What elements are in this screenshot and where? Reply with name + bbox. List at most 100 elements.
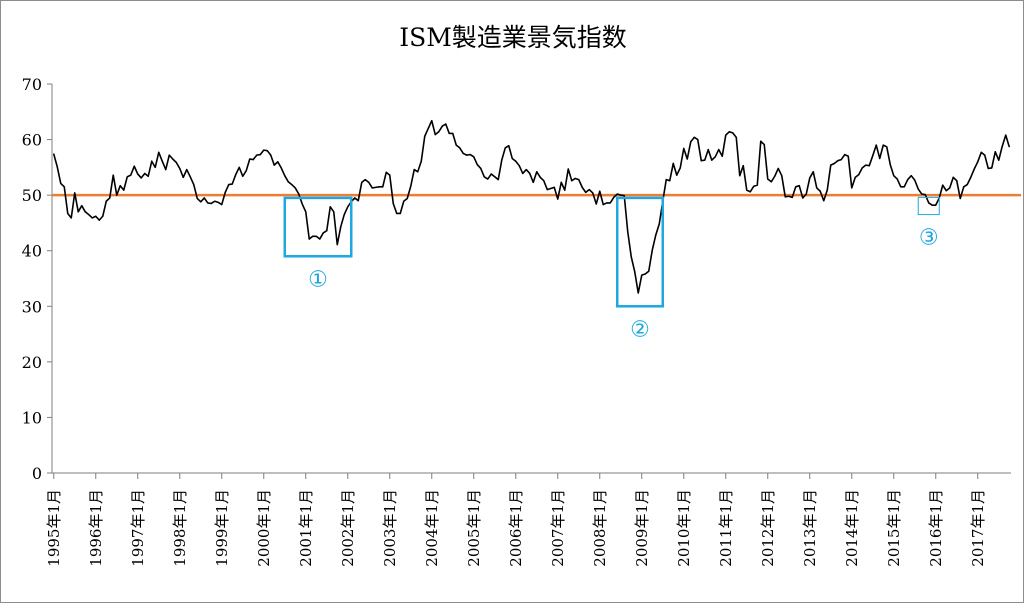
- data-point: [588, 188, 590, 191]
- data-point: [697, 138, 699, 141]
- data-point: [557, 198, 559, 200]
- data-point: [994, 151, 996, 153]
- data-point: [105, 200, 107, 202]
- x-tick-label: 2008年1月: [591, 489, 609, 567]
- data-point: [658, 223, 660, 225]
- data-point: [119, 185, 121, 187]
- data-point: [518, 165, 520, 167]
- data-point: [515, 160, 517, 162]
- data-point: [553, 186, 555, 188]
- data-point: [987, 167, 989, 170]
- data-point: [714, 156, 716, 158]
- data-point: [543, 180, 545, 182]
- data-point: [81, 205, 83, 207]
- data-point: [102, 215, 104, 217]
- data-point: [522, 172, 524, 175]
- data-point: [861, 167, 863, 169]
- data-point: [767, 178, 769, 180]
- data-point: [725, 134, 727, 136]
- data-point: [672, 162, 674, 165]
- data-point: [336, 244, 338, 246]
- data-point: [532, 181, 534, 183]
- y-tick-label: 0: [32, 464, 42, 483]
- data-point: [991, 167, 993, 169]
- data-point: [441, 125, 443, 127]
- data-point: [399, 212, 401, 215]
- data-point: [644, 273, 646, 275]
- data-point: [606, 202, 608, 204]
- data-point: [854, 176, 856, 178]
- data-point: [301, 203, 303, 205]
- data-point: [564, 189, 566, 191]
- data-point: [147, 175, 149, 177]
- data-point: [189, 176, 191, 178]
- data-point: [476, 163, 478, 166]
- data-point: [683, 147, 685, 150]
- ism-index-line: [52, 119, 1011, 294]
- data-point: [970, 176, 972, 178]
- data-point: [620, 194, 622, 196]
- data-point: [956, 180, 958, 182]
- data-point: [599, 190, 601, 192]
- x-tick-label: 1996年1月: [87, 489, 105, 567]
- data-point: [263, 149, 265, 151]
- data-point: [361, 181, 363, 183]
- data-point: [91, 217, 93, 219]
- x-tick-label: 2000年1月: [255, 489, 273, 567]
- data-point: [424, 135, 426, 137]
- data-point: [872, 155, 874, 157]
- annotation-label-1: ①: [308, 267, 328, 292]
- data-point: [473, 156, 475, 158]
- data-point: [693, 136, 695, 138]
- data-point: [812, 171, 814, 173]
- data-point: [889, 163, 891, 166]
- data-point: [746, 189, 748, 191]
- data-point: [333, 211, 335, 213]
- data-point: [581, 186, 583, 188]
- data-point: [749, 191, 751, 193]
- data-point: [529, 172, 531, 175]
- data-point: [795, 186, 797, 188]
- data-point: [648, 270, 650, 272]
- data-point: [459, 147, 461, 149]
- y-tick-label: 60: [22, 131, 42, 150]
- data-point: [784, 196, 786, 198]
- data-point: [630, 256, 632, 258]
- data-point: [252, 158, 254, 161]
- data-point: [63, 186, 65, 188]
- data-point: [875, 144, 877, 146]
- annotation-box-3: [917, 196, 940, 216]
- data-point: [249, 158, 251, 160]
- data-point: [735, 136, 737, 138]
- data-point: [455, 144, 457, 146]
- data-point: [707, 148, 709, 151]
- data-point: [613, 196, 615, 198]
- data-point: [392, 202, 394, 205]
- data-point: [777, 167, 779, 170]
- data-point: [322, 232, 324, 234]
- data-point: [921, 193, 923, 195]
- data-point: [385, 171, 387, 173]
- data-point: [340, 226, 342, 228]
- data-point: [504, 147, 506, 149]
- data-point: [196, 197, 198, 200]
- data-point: [417, 171, 419, 173]
- data-point: [893, 175, 895, 177]
- data-point: [116, 194, 118, 196]
- data-point: [536, 171, 538, 173]
- y-tick-label: 20: [22, 353, 42, 372]
- data-point: [326, 230, 328, 232]
- data-point: [389, 174, 391, 176]
- data-point: [445, 123, 447, 125]
- data-point: [70, 217, 72, 219]
- x-tick-label: 2012年1月: [759, 489, 777, 567]
- data-point: [53, 153, 55, 155]
- data-point: [371, 187, 373, 189]
- y-tick-label: 70: [22, 75, 42, 94]
- x-tick-label: 2011年1月: [717, 489, 735, 567]
- x-tick-label: 2004年1月: [423, 489, 441, 567]
- data-point: [462, 152, 464, 155]
- data-point: [210, 202, 212, 205]
- data-point: [690, 141, 692, 143]
- data-point: [434, 133, 436, 136]
